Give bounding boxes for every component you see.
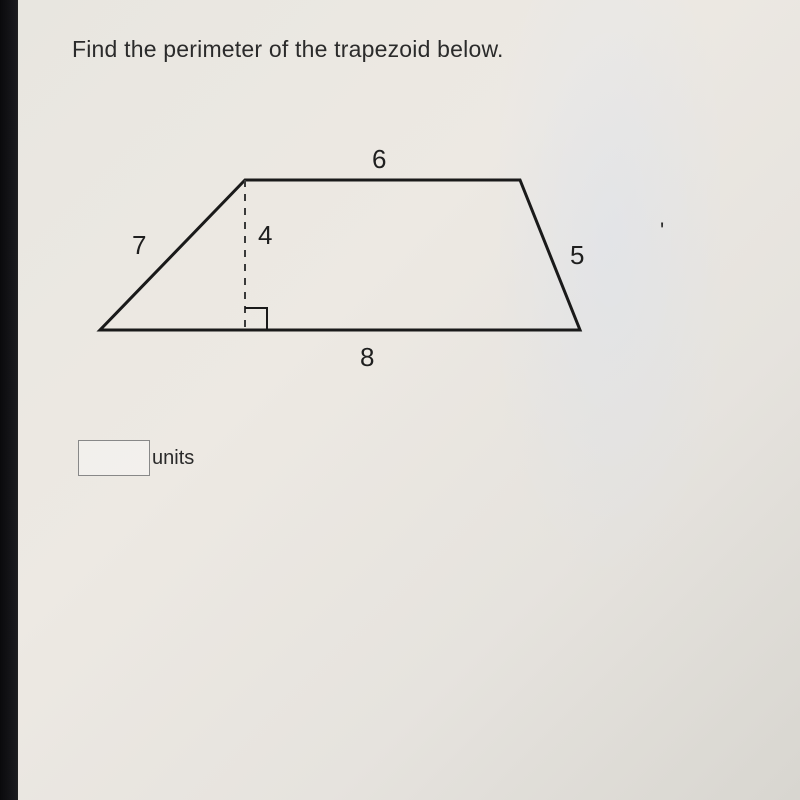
answer-input[interactable] — [78, 440, 150, 476]
label-right-side: 5 — [570, 240, 584, 271]
label-height: 4 — [258, 220, 272, 251]
label-bottom-side: 8 — [360, 342, 374, 373]
label-left-side: 7 — [132, 230, 146, 261]
answer-row: units — [78, 440, 194, 476]
units-label: units — [152, 447, 194, 470]
label-top-side: 6 — [372, 144, 386, 175]
trapezoid-figure: 6 7 5 8 4 — [60, 120, 620, 380]
question-text: Find the perimeter of the trapezoid belo… — [72, 36, 504, 63]
stray-mark: ' — [660, 218, 664, 244]
photo-left-edge — [0, 0, 18, 800]
